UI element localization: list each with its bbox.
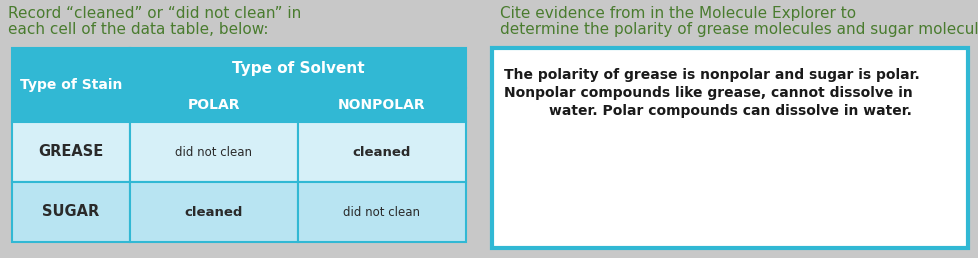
Bar	[492, 48, 967, 248]
Bar	[12, 122, 130, 182]
Bar	[130, 48, 466, 88]
Text: NONPOLAR: NONPOLAR	[337, 98, 425, 112]
Text: water. Polar compounds can dissolve in water.: water. Polar compounds can dissolve in w…	[548, 104, 911, 118]
Bar	[130, 88, 297, 122]
Text: Record “cleaned” or “did not clean” in: Record “cleaned” or “did not clean” in	[8, 6, 301, 21]
Bar	[12, 48, 130, 122]
Bar	[297, 122, 466, 182]
Text: did not clean: did not clean	[175, 146, 252, 158]
Text: each cell of the data table, below:: each cell of the data table, below:	[8, 22, 268, 37]
Text: Nonpolar compounds like grease, cannot dissolve in: Nonpolar compounds like grease, cannot d…	[504, 86, 911, 100]
Text: SUGAR: SUGAR	[42, 205, 100, 220]
Text: Type of Stain: Type of Stain	[20, 78, 122, 92]
Text: cleaned: cleaned	[352, 146, 411, 158]
Text: determine the polarity of grease molecules and sugar molecules.: determine the polarity of grease molecul…	[500, 22, 978, 37]
Bar	[297, 88, 466, 122]
Bar	[297, 182, 466, 242]
Bar	[130, 122, 297, 182]
Text: did not clean: did not clean	[343, 206, 421, 219]
Bar	[130, 182, 297, 242]
Text: cleaned: cleaned	[185, 206, 243, 219]
Text: Type of Solvent: Type of Solvent	[232, 60, 364, 76]
Text: GREASE: GREASE	[38, 144, 104, 159]
Text: POLAR: POLAR	[188, 98, 240, 112]
Bar	[12, 182, 130, 242]
Text: The polarity of grease is nonpolar and sugar is polar.: The polarity of grease is nonpolar and s…	[504, 68, 918, 82]
Text: Cite evidence from in the Molecule Explorer to: Cite evidence from in the Molecule Explo…	[500, 6, 855, 21]
